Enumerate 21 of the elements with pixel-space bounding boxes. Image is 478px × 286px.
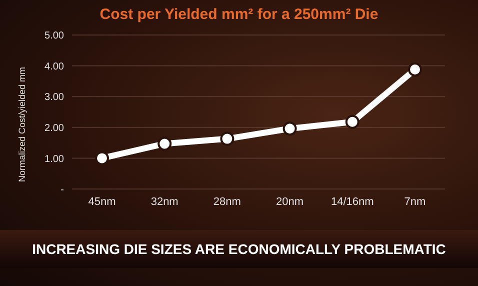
y-tick-label: 1.00 [44, 154, 64, 165]
point [408, 62, 422, 76]
point [95, 151, 109, 166]
y-tick-label: 4.00 [44, 61, 64, 72]
chart-title: Cost per Yielded mm² for a 250mm² Die [98, 6, 380, 23]
y-tick-label: 5.00 [44, 30, 64, 42]
x-tick-label: 14/16nm [330, 196, 374, 208]
point [158, 136, 172, 151]
point [345, 114, 360, 129]
text: INCREASING DIE SIZES ARE ECONOMICALLY PROBLEMATIC [0, 230, 478, 268]
x-tick-label: 32nm [150, 196, 178, 208]
x-tick-label: 7nm [404, 196, 426, 208]
point [282, 122, 297, 136]
x-tick-label: 28nm [213, 196, 241, 208]
y-tick-label: 2.00 [44, 122, 64, 134]
point [220, 132, 234, 146]
y-tick-label: - [60, 184, 64, 196]
x-tick-label: 45nm [88, 196, 116, 208]
x-tick-label: 20nm [276, 196, 304, 208]
y-tick-label: 3.00 [44, 92, 64, 104]
y-axis-title: Normalized Cost/yielded mm [17, 66, 28, 182]
